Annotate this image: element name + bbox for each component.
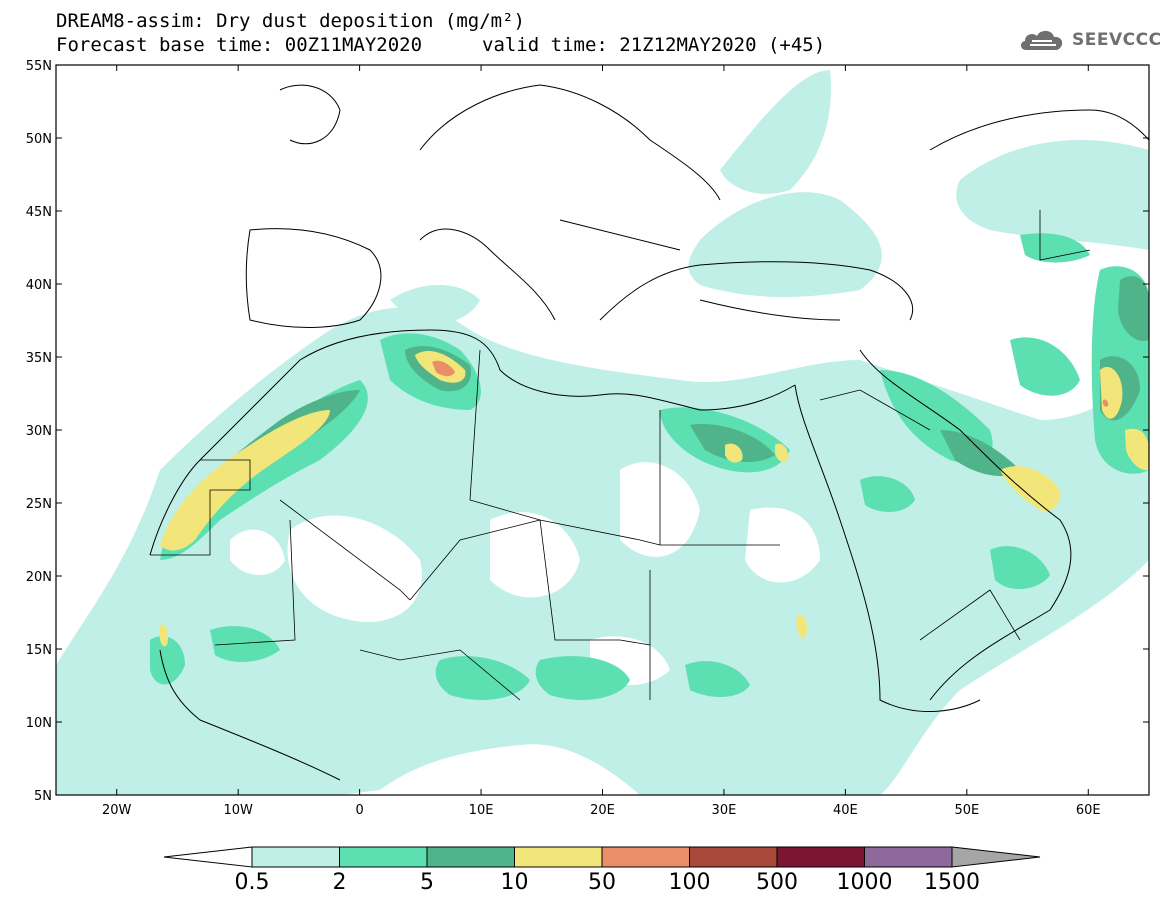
lat-label: 45N <box>26 205 52 220</box>
legend-level-label: 5 <box>420 870 434 895</box>
map-area <box>56 65 1149 795</box>
legend-under-arrow <box>163 846 253 868</box>
legend-swatch <box>514 846 603 868</box>
forecast-base-time: Forecast base time: 00Z11MAY2020 <box>56 34 423 56</box>
legend-swatch <box>601 846 690 868</box>
lat-label: 55N <box>26 59 52 74</box>
lat-label: 10N <box>26 716 52 731</box>
lat-label: 5N <box>34 789 52 804</box>
lon-label: 40E <box>833 803 858 818</box>
lat-label: 40N <box>26 278 52 293</box>
lon-label: 0 <box>355 803 363 818</box>
valid-time: valid time: 21Z12MAY2020 (+45) <box>482 34 826 56</box>
lat-label: 15N <box>26 643 52 658</box>
legend-swatch <box>426 846 515 868</box>
longitude-axis: 20W 10W 0 10E 20E 30E 40E 50E 60E <box>102 65 1101 818</box>
cloud-icon <box>1020 30 1063 50</box>
legend-swatch <box>864 846 953 868</box>
legend-level-label: 100 <box>669 870 711 895</box>
lon-label: 10E <box>469 803 494 818</box>
latitude-axis: 55N 50N 45N 40N 35N 30N 25N 20N 15N 10N 5N <box>26 59 1149 804</box>
legend-level-label: 10 <box>501 870 529 895</box>
legend-swatch <box>339 846 428 868</box>
legend-level-label: 2 <box>333 870 347 895</box>
deposition-10-50 <box>159 350 1149 647</box>
legend-swatch <box>689 846 778 868</box>
lat-label: 30N <box>26 424 52 439</box>
legend-swatch <box>251 846 340 868</box>
legend-level-label: 50 <box>588 870 616 895</box>
coastlines <box>149 84 1149 781</box>
legend-swatch <box>776 846 865 868</box>
legend-labels: 0.5 2 5 10 50 100 500 1000 1500 <box>235 870 981 895</box>
legend-over-arrow <box>951 846 1041 868</box>
lon-label: 10W <box>223 803 253 818</box>
lon-label: 20W <box>102 803 132 818</box>
lat-label: 25N <box>26 497 52 512</box>
seevccc-logo: SEEVCCC <box>1018 26 1162 54</box>
lat-label: 35N <box>26 351 52 366</box>
lon-label: 30E <box>712 803 737 818</box>
lat-label: 50N <box>26 132 52 147</box>
deposition-50-100 <box>432 360 1109 407</box>
country-borders <box>150 210 1091 701</box>
color-legend <box>163 846 1041 868</box>
legend-level-label: 1500 <box>924 870 980 895</box>
logo-text: SEEVCCC <box>1072 30 1162 50</box>
lat-label: 20N <box>26 570 52 585</box>
lon-label: 50E <box>954 803 979 818</box>
lon-label: 60E <box>1076 803 1101 818</box>
legend-level-label: 0.5 <box>235 870 270 895</box>
lon-label: 20E <box>590 803 615 818</box>
legend-level-label: 1000 <box>837 870 893 895</box>
legend-level-label: 500 <box>756 870 798 895</box>
map-title: DREAM8-assim: Dry dust deposition (mg/m²… <box>56 10 525 32</box>
